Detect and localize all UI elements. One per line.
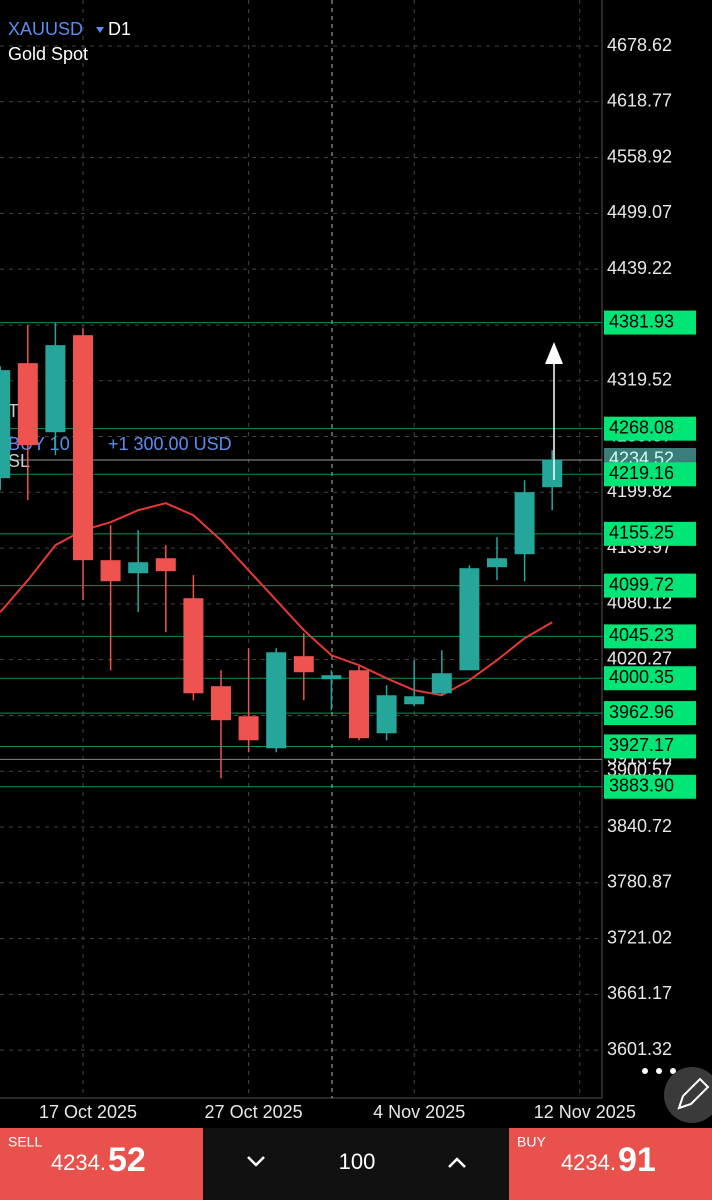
level-label: 4155.25 <box>609 523 674 543</box>
y-tick-label: 4618.77 <box>607 91 672 111</box>
y-tick-label: 4439.22 <box>607 258 672 278</box>
y-tick-label: 4499.07 <box>607 202 672 222</box>
volume-down[interactable] <box>247 1156 265 1167</box>
price-axis: 4678.624618.774558.924499.074439.224379.… <box>39 35 696 1122</box>
description: Gold Spot <box>8 44 88 64</box>
sell-button[interactable] <box>0 1128 203 1200</box>
candle-body <box>542 459 563 488</box>
y-tick-label: 3601.32 <box>607 1039 672 1059</box>
profit-label: +1 300.00 USD <box>108 434 232 454</box>
buy-label: BUY <box>517 1134 546 1150</box>
level-label: 3927.17 <box>609 735 674 755</box>
candle-body <box>211 686 231 721</box>
candle-body <box>100 560 121 582</box>
candle-body <box>487 558 507 568</box>
y-tick-label: 4020.27 <box>607 648 672 668</box>
y-tick-label: 3661.17 <box>607 983 672 1003</box>
level-label-bg <box>604 521 696 546</box>
level-label-bg <box>604 416 696 441</box>
y-tick-label: 3840.72 <box>607 816 672 836</box>
candle-body <box>17 363 38 446</box>
level-label-bg <box>604 774 696 799</box>
level-label: 4099.72 <box>609 574 674 594</box>
buy-price-pips: 91 <box>618 1141 656 1179</box>
candle-body <box>459 568 480 671</box>
level-label: 3962.96 <box>609 702 674 722</box>
y-tick-label: 3780.87 <box>607 872 672 892</box>
candle-body <box>183 598 204 694</box>
volume-up[interactable] <box>448 1157 466 1168</box>
level-label: 3883.90 <box>609 776 674 796</box>
candle-body <box>73 335 93 561</box>
candle-body <box>155 558 176 572</box>
candle-body <box>349 670 369 739</box>
candle-body <box>514 492 535 555</box>
level-label: 4000.35 <box>609 667 674 687</box>
candle-body <box>238 716 259 741</box>
candle-body <box>321 675 342 680</box>
level-label-bg <box>604 666 696 691</box>
candle-body <box>431 673 452 694</box>
tp-label: T <box>8 401 19 421</box>
more-dot[interactable] <box>642 1068 648 1074</box>
timeframe[interactable]: D1 <box>108 19 131 39</box>
level-label: 4045.23 <box>609 625 674 645</box>
sell-label: SELL <box>8 1134 42 1150</box>
sl-label: SL <box>8 451 30 471</box>
y-tick-label: 4558.92 <box>607 146 672 166</box>
sell-price-main: 4234. <box>51 1150 106 1175</box>
candle-body <box>293 656 314 673</box>
edit-icon <box>677 1077 710 1110</box>
bottom-bar: SELL 4234. 52 BUY 4234. 91 100 <box>0 1128 712 1200</box>
candle-body <box>376 695 397 734</box>
level-label-bg <box>604 701 696 726</box>
more-dot[interactable] <box>670 1068 676 1074</box>
level-label: 4219.16 <box>609 463 674 483</box>
edit-button[interactable] <box>664 1067 712 1123</box>
candle-body <box>45 345 66 433</box>
candle-body <box>404 696 425 705</box>
sell-price-pips: 52 <box>108 1141 146 1179</box>
buy-price-main: 4234. <box>561 1150 616 1175</box>
y-tick-label: 4319.52 <box>607 369 672 389</box>
symbol[interactable]: XAUUSD <box>8 19 83 39</box>
level-label-bg <box>604 624 696 649</box>
y-tick-label: 4080.12 <box>607 593 672 613</box>
x-tick-label: 27 Oct 2025 <box>205 1102 303 1122</box>
plot <box>0 323 563 779</box>
symbol-dropdown[interactable] <box>96 27 104 33</box>
level-label: 4381.93 <box>609 311 674 331</box>
level-label: 4268.08 <box>609 417 674 437</box>
buy-button[interactable] <box>509 1128 712 1200</box>
x-tick-label: 4 Nov 2025 <box>373 1102 465 1122</box>
level-label-bg <box>604 573 696 598</box>
level-label-bg <box>604 462 696 487</box>
x-tick-label: 12 Nov 2025 <box>534 1102 636 1122</box>
candle-body <box>266 652 287 749</box>
level-label-bg <box>604 734 696 759</box>
volume[interactable]: 100 <box>339 1149 376 1174</box>
tp-arrow-head <box>545 342 563 364</box>
y-tick-label: 3721.02 <box>607 927 672 947</box>
more-dot[interactable] <box>656 1068 662 1074</box>
candle-body <box>0 370 11 479</box>
y-tick-label: 4678.62 <box>607 35 672 55</box>
x-tick-label: 17 Oct 2025 <box>39 1102 137 1122</box>
candle-body <box>128 562 149 574</box>
level-label-bg <box>604 310 696 335</box>
